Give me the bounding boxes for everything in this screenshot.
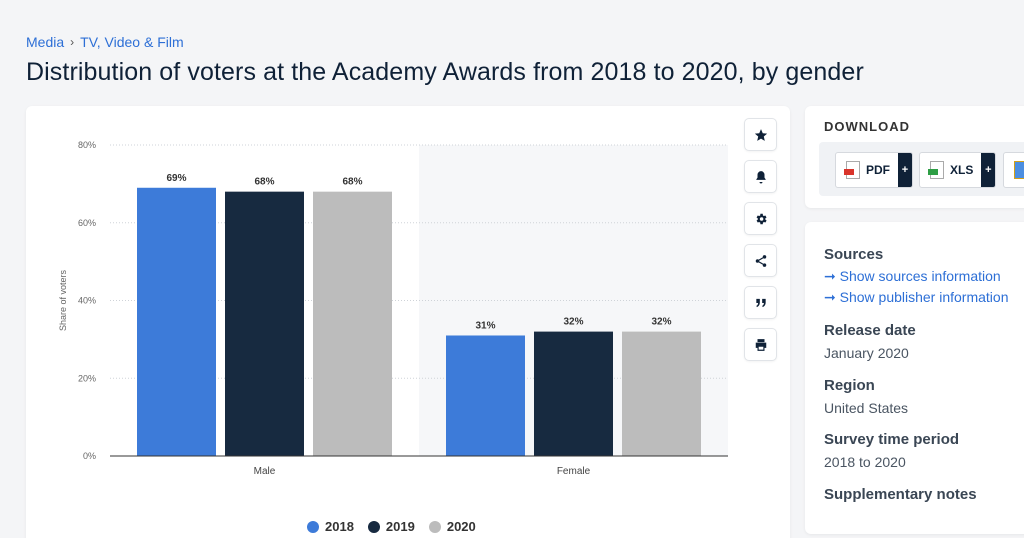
y-tick-label: 60%: [78, 218, 96, 228]
download-buttons-row: PDF + XLS +: [819, 142, 1024, 196]
legend-item-2019[interactable]: 2019: [367, 519, 415, 534]
y-axis-label: Share of voters: [58, 269, 68, 331]
print-button[interactable]: [744, 328, 777, 361]
breadcrumb: Media › TV, Video & Film: [26, 34, 184, 50]
chart-card: 0% 20% 40% 60% 80% Share of voters 69% 68% 68% Ma…: [26, 106, 790, 538]
legend-label-2019: 2019: [385, 519, 415, 534]
download-title: DOWNLOAD: [824, 119, 910, 134]
download-card: DOWNLOAD PDF + XLS +: [805, 106, 1024, 208]
release-date-value: January 2020: [824, 345, 909, 361]
share-button[interactable]: [744, 244, 777, 277]
download-pdf-button[interactable]: PDF +: [835, 152, 913, 188]
supplementary-notes-heading: Supplementary notes: [824, 486, 977, 503]
legend-swatch-2018: [307, 520, 319, 533]
settings-button[interactable]: [744, 202, 777, 235]
survey-period-heading: Survey time period: [824, 431, 960, 448]
notification-button[interactable]: [744, 160, 777, 193]
breadcrumb-media-link[interactable]: Media: [26, 34, 65, 50]
data-label-male-2018: 69%: [166, 173, 186, 184]
download-xls-plus: +: [981, 153, 996, 187]
data-label-female-2019: 32%: [563, 317, 583, 328]
region-value: United States: [824, 400, 909, 416]
bar-chart: 0% 20% 40% 60% 80% Share of voters 69% 68% 68% Ma…: [58, 140, 728, 477]
favorite-button[interactable]: [744, 118, 777, 151]
image-file-icon: [1014, 161, 1024, 179]
info-card: Sources ➞ Show sources information ➞ Sho…: [805, 222, 1024, 534]
y-tick-label: 0%: [83, 451, 96, 461]
bar-female-2020: [622, 331, 701, 456]
star-icon: [754, 128, 767, 141]
data-label-female-2018: 31%: [475, 320, 495, 331]
legend-item-2020[interactable]: 2020: [428, 519, 476, 534]
survey-period-value: 2018 to 2020: [824, 454, 906, 470]
x-category-label-female: Female: [557, 466, 591, 477]
region-heading: Region: [824, 377, 875, 394]
share-icon: [755, 254, 766, 267]
show-publisher-link[interactable]: ➞ Show publisher information: [824, 289, 1009, 305]
download-pdf-label: PDF: [866, 163, 890, 177]
breadcrumb-tv-video-film-link[interactable]: TV, Video & Film: [80, 34, 184, 50]
y-tick-label: 80%: [78, 140, 96, 150]
y-tick-label: 20%: [78, 373, 96, 383]
y-tick-label: 40%: [78, 296, 96, 306]
print-icon: [755, 338, 766, 351]
breadcrumb-separator: ›: [70, 35, 75, 49]
data-label-male-2019: 68%: [254, 177, 274, 188]
bar-male-2020: [313, 191, 392, 456]
quote-icon: [755, 298, 766, 307]
bar-male-2018: [137, 187, 216, 456]
chart-legend: 2018 2019 2020: [307, 519, 476, 534]
bell-icon: [755, 170, 766, 183]
x-category-label-male: Male: [254, 466, 276, 477]
data-label-female-2020: 32%: [651, 317, 671, 328]
pdf-file-icon: [844, 161, 860, 179]
chart-toolbar: [744, 118, 777, 361]
legend-swatch-2020: [428, 520, 441, 533]
gear-icon: [756, 213, 767, 224]
page-title: Distribution of voters at the Academy Aw…: [26, 58, 864, 86]
bar-male-2019: [225, 191, 304, 456]
legend-label-2018: 2018: [325, 519, 354, 534]
data-label-male-2020: 68%: [342, 177, 362, 188]
download-pdf-plus: +: [898, 153, 912, 187]
bar-female-2018: [446, 335, 525, 456]
xls-file-icon: [928, 161, 944, 179]
download-image-button[interactable]: [1003, 152, 1024, 188]
download-xls-label: XLS: [950, 163, 974, 177]
release-date-heading: Release date: [824, 322, 916, 339]
legend-swatch-2019: [367, 520, 380, 533]
bar-female-2019: [534, 331, 613, 456]
legend-item-2018[interactable]: 2018: [307, 519, 354, 534]
sources-heading: Sources: [824, 246, 884, 263]
show-sources-link[interactable]: ➞ Show sources information: [824, 268, 1001, 284]
download-xls-button[interactable]: XLS +: [919, 152, 997, 188]
cite-button[interactable]: [744, 286, 777, 319]
legend-label-2020: 2020: [446, 519, 476, 534]
